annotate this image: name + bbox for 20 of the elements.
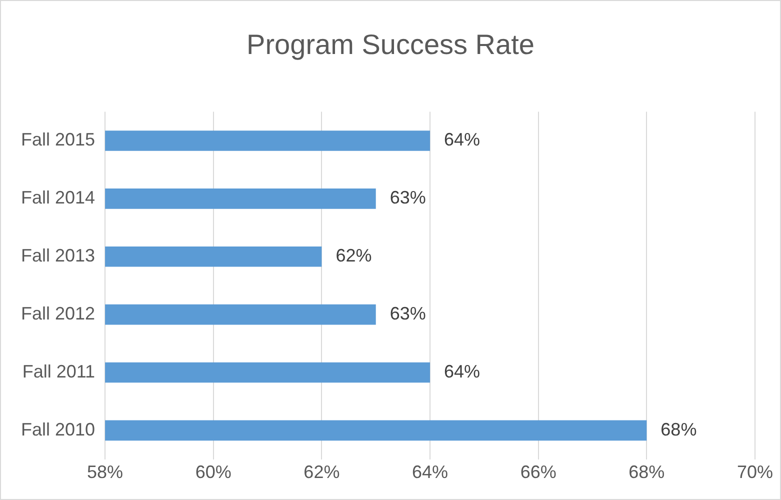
x-tick-label: 68% [628,462,665,482]
x-tick-label: 62% [304,462,340,482]
x-tick-label: 66% [520,462,556,482]
x-tick-label: 70% [736,462,774,482]
data-label: 64% [444,130,480,150]
x-tick-label: 64% [412,462,448,482]
data-label: 63% [390,304,426,324]
y-tick-label: Fall 2013 [20,246,96,266]
y-tick-label: Fall 2014 [20,188,96,208]
y-tick-label: Fall 2012 [20,304,96,324]
y-tick-label: Fall 2011 [22,361,96,382]
x-tick-label: 60% [195,462,232,482]
chart-title: Program Success Rate [246,29,536,61]
y-tick-label: Fall 2015 [20,130,96,150]
y-tick-label: Fall 2010 [20,419,96,440]
x-tick-label: 58% [87,462,124,482]
data-label: 63% [390,188,426,208]
data-label: 62% [336,246,372,266]
data-label: 64% [444,361,480,382]
data-label: 68% [660,419,697,440]
